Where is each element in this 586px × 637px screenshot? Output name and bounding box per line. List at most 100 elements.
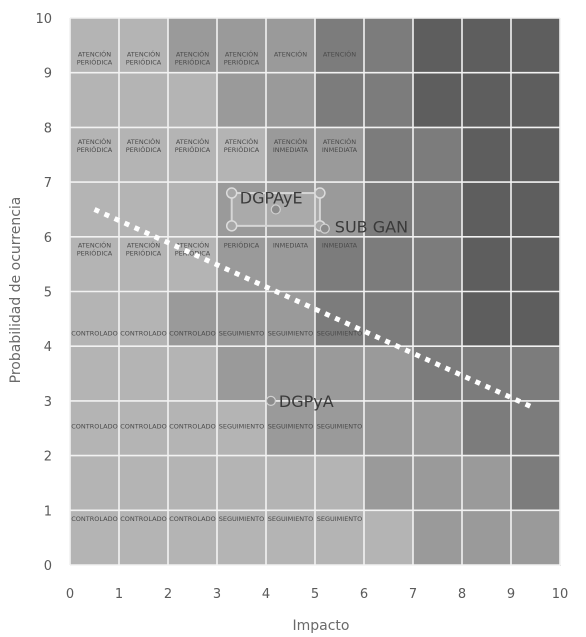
zone-cell [119,291,169,347]
cell-label: ATENCIÓN PERIÓDICA [77,137,113,154]
zone-cell [217,455,267,511]
y-tick-label: 9 [44,67,52,82]
zone-cell [168,400,218,457]
zone-cell [266,236,316,292]
zone-cell [511,455,561,511]
zone-cell [70,18,120,74]
zone-cell [462,72,512,128]
zone-cell [119,236,169,292]
zone-cell [511,127,561,183]
y-tick-label: 7 [44,176,52,191]
zone-cell [119,72,169,128]
cell-label: CONTROLADO [120,329,166,337]
zone-cell [266,18,316,74]
x-tick-label: 9 [507,587,515,602]
cell-label: ATENCIÓN PERIÓDICA [77,49,113,66]
zone-cell [413,182,463,238]
data-point [265,395,276,406]
cell-label: CONTROLADO [71,422,117,430]
cell-label: INMEDIATA [322,242,358,250]
zone-cell [413,346,463,402]
data-point [319,223,330,234]
zone-cell [217,182,267,238]
zone-cell [462,182,512,238]
zone-cell [364,400,414,457]
zone-cell [266,455,316,511]
cell-label: ATENCIÓN PERIÓDICA [175,241,211,258]
cell-label: ATENCIÓN PERIÓDICA [126,137,162,154]
cell-label: ATENCIÓN PERIÓDICA [77,241,113,258]
box-corner-point [225,220,238,232]
zone-cell [413,127,463,183]
zone-cell [364,18,414,74]
cell-label: CONTROLADO [169,515,215,523]
zone-cell [217,127,267,183]
zone-cell [70,236,120,292]
zone-cell [462,236,512,292]
zone-cell [364,236,414,292]
x-tick-label: 10 [552,587,569,602]
x-axis-label: Impacto [293,618,350,634]
zone-cell [168,510,218,566]
cell-label: CONTROLADO [71,515,117,523]
zone-cell [217,510,267,566]
zone-cell [511,400,561,457]
zone-cell [462,455,512,511]
zone-cell [413,291,463,347]
x-tick-label: 5 [311,587,319,602]
cell-label: INMEDIATA [273,242,309,250]
zone-cell [315,510,365,566]
zone-cell [511,72,561,128]
cell-label: SEGUIMIENTO [317,329,363,337]
cell-label: ATENCIÓN PERIÓDICA [224,137,260,154]
zone-cell [462,18,512,74]
zone-cell [413,72,463,128]
zone-cell [413,236,463,292]
zone-cell [413,18,463,74]
zone-cell [462,127,512,183]
zone-cell [364,455,414,511]
zone-cell [315,400,365,457]
cell-label: CONTROLADO [71,329,117,337]
cell-label: ATENCIÓN PERIÓDICA [126,49,162,66]
box-corner-point [314,187,326,199]
x-tick-label: 3 [213,587,221,602]
zone-cell [217,18,267,74]
zone-cell [413,455,463,511]
zone-cell [119,182,169,238]
box-corner-point [225,187,238,199]
x-tick-label: 2 [164,587,172,602]
zone-cell [413,400,463,457]
zone-cell [315,236,365,292]
zone-cell [217,72,267,128]
data-point-label: DGPyA [279,392,334,411]
zone-cell [70,400,120,457]
cell-label: SEGUIMIENTO [219,515,265,523]
zone-cell [315,18,365,74]
zone-cell [266,510,316,566]
x-tick-label: 1 [115,587,123,602]
zone-cell [70,455,120,511]
cell-label: ATENCIÓN INMEDIATA [273,137,309,154]
cell-label: ATENCIÓN PERIÓDICA [126,241,162,258]
x-tick-label: 6 [360,587,368,602]
cell-label: SEGUIMIENTO [268,329,314,337]
zone-cell [70,72,120,128]
zone-cell [119,455,169,511]
threshold-line-path [93,207,532,409]
zone-cell [119,346,169,402]
cell-label: ATENCIÓN PERIÓDICA [224,49,260,66]
zone-cell [70,510,120,566]
data-point-label: SUB GAN [335,218,408,237]
zone-cell [266,400,316,457]
cell-label: ATENCIÓN INMEDIATA [322,137,358,154]
highlight-box [225,187,326,232]
y-tick-label: 8 [44,121,52,136]
y-tick-label: 3 [44,395,52,410]
zone-cell [217,400,267,457]
data-point-label: DGPAyE [240,188,303,207]
zone-cell [119,18,169,74]
data-point [270,204,281,215]
zone-cell [266,127,316,183]
